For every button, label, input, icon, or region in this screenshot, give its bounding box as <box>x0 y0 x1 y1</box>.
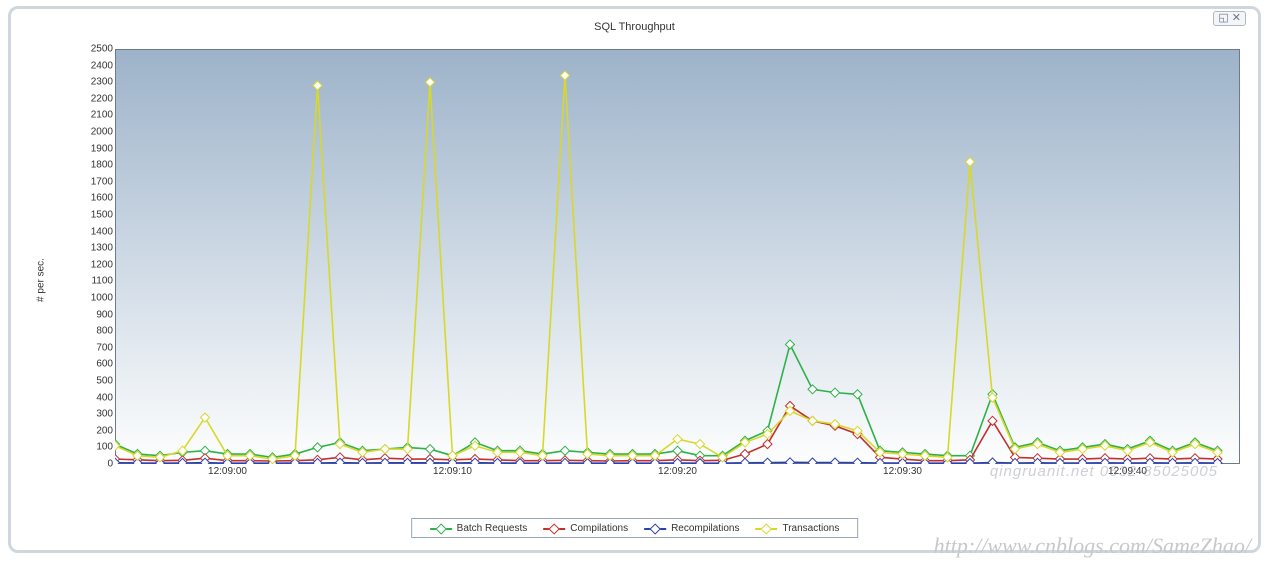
legend-label: Compilations <box>570 523 628 534</box>
plot-area: 0 100 200 300 400 500 600 700 800 900 1000 1100 1200… <box>65 49 1240 484</box>
legend-marker <box>755 528 777 530</box>
y-tick: 1900 <box>69 143 113 154</box>
y-tick: 1600 <box>69 193 113 204</box>
x-tick: 12:09:00 <box>208 466 247 477</box>
y-tick: 2500 <box>69 44 113 55</box>
series-batch-requests <box>115 340 1222 462</box>
legend-item-batch-requests[interactable]: Batch Requests <box>430 523 528 534</box>
legend-item-recompilations[interactable]: Recompilations <box>644 523 739 534</box>
y-tick: 1800 <box>69 160 113 171</box>
chart-panel: ◱ ✕ SQL Throughput # per sec. 0 100 200 300… <box>8 6 1261 553</box>
y-axis-label: # per sec. <box>36 258 47 302</box>
legend-label: Batch Requests <box>457 523 528 534</box>
y-tick: 2400 <box>69 60 113 71</box>
x-tick: 12:09:20 <box>658 466 697 477</box>
y-tick: 800 <box>69 326 113 337</box>
y-tick: 300 <box>69 409 113 420</box>
watermark-secondary: qingruanit.net 0532-85025005 <box>990 463 1218 480</box>
chart-title: SQL Throughput <box>11 21 1258 33</box>
y-tick: 900 <box>69 309 113 320</box>
legend-label: Recompilations <box>671 523 739 534</box>
x-tick: 12:09:30 <box>883 466 922 477</box>
y-tick: 1100 <box>69 276 113 287</box>
y-tick: 2100 <box>69 110 113 121</box>
series-compilations <box>115 401 1222 464</box>
y-tick: 500 <box>69 376 113 387</box>
y-tick: 2200 <box>69 93 113 104</box>
y-tick: 200 <box>69 425 113 436</box>
y-tick: 0 <box>69 459 113 470</box>
y-tick: 100 <box>69 442 113 453</box>
window-controls[interactable]: ◱ ✕ <box>1213 11 1246 26</box>
y-tick: 600 <box>69 359 113 370</box>
y-tick: 1200 <box>69 259 113 270</box>
legend-marker <box>543 528 565 530</box>
y-tick: 2300 <box>69 77 113 88</box>
legend-item-compilations[interactable]: Compilations <box>543 523 628 534</box>
series-transactions <box>115 71 1222 464</box>
legend: Batch Requests Compilations Recompilations… <box>411 518 859 539</box>
legend-item-transactions[interactable]: Transactions <box>755 523 839 534</box>
y-tick: 1000 <box>69 293 113 304</box>
legend-label: Transactions <box>782 523 839 534</box>
y-tick: 1700 <box>69 176 113 187</box>
y-tick: 1400 <box>69 226 113 237</box>
y-tick: 1300 <box>69 243 113 254</box>
y-tick: 400 <box>69 392 113 403</box>
y-tick: 2000 <box>69 127 113 138</box>
series-layer <box>115 49 1240 464</box>
legend-marker <box>430 528 452 530</box>
y-tick: 1500 <box>69 210 113 221</box>
legend-marker <box>644 528 666 530</box>
y-tick: 700 <box>69 342 113 353</box>
watermark: http://www.cnblogs.com/SameZhao/ <box>934 533 1251 559</box>
x-tick: 12:09:10 <box>433 466 472 477</box>
